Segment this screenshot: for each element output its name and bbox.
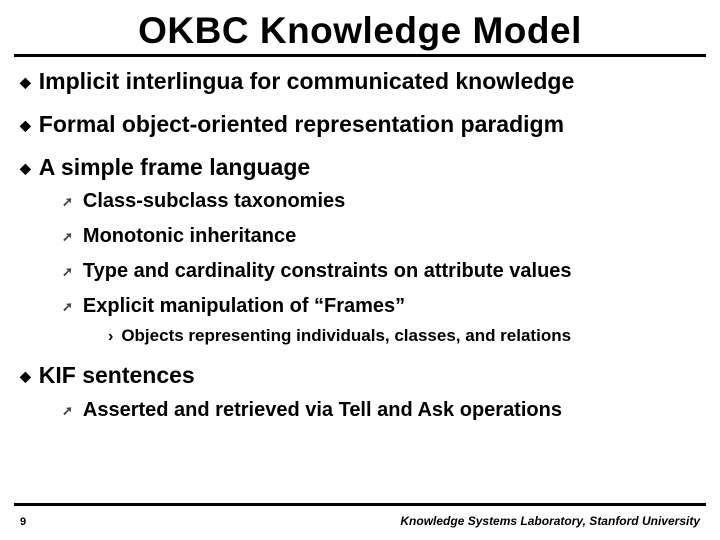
bullet-text: Class-subclass taxonomies [83, 190, 345, 212]
bullet-l2: Class-subclass taxonomies [62, 189, 706, 214]
bullet-l1: A simple frame language Class-subclass t… [20, 153, 706, 348]
bullet-text: Explicit manipulation of “Frames” [83, 295, 405, 317]
bullet-l3: Objects representing individuals, classe… [108, 325, 706, 347]
title-underline [14, 54, 706, 57]
bullet-l2: Asserted and retrieved via Tell and Ask … [62, 398, 706, 423]
bullet-l2: Monotonic inheritance [62, 224, 706, 249]
bullet-list-level2: Class-subclass taxonomies Monotonic inhe… [20, 189, 706, 347]
slide-number: 9 [20, 516, 26, 528]
footer-affiliation: Knowledge Systems Laboratory, Stanford U… [400, 514, 700, 528]
bullet-list-level3: Objects representing individuals, classe… [62, 325, 706, 347]
footer-rule [14, 503, 706, 506]
bullet-text: Type and cardinality constraints on attr… [83, 260, 572, 282]
slide-title: OKBC Knowledge Model [14, 10, 706, 52]
bullet-l2: Type and cardinality constraints on attr… [62, 259, 706, 284]
bullet-l1: Implicit interlingua for communicated kn… [20, 67, 706, 96]
bullet-l1: Formal object-oriented representation pa… [20, 110, 706, 139]
slide: OKBC Knowledge Model Implicit interlingu… [0, 0, 720, 540]
bullet-l1: KIF sentences Asserted and retrieved via… [20, 361, 706, 423]
bullet-text: A simple frame language [39, 154, 310, 180]
bullet-list-level2: Asserted and retrieved via Tell and Ask … [20, 398, 706, 423]
bullet-text: Implicit interlingua for communicated kn… [39, 68, 574, 94]
bullet-text: Monotonic inheritance [83, 225, 296, 247]
bullet-l2: Explicit manipulation of “Frames” Object… [62, 294, 706, 347]
bullet-list-level1: Implicit interlingua for communicated kn… [14, 67, 706, 423]
bullet-text: Objects representing individuals, classe… [121, 326, 571, 345]
bullet-text: Asserted and retrieved via Tell and Ask … [83, 399, 562, 421]
bullet-text: Formal object-oriented representation pa… [39, 111, 564, 137]
bullet-text: KIF sentences [39, 362, 195, 388]
